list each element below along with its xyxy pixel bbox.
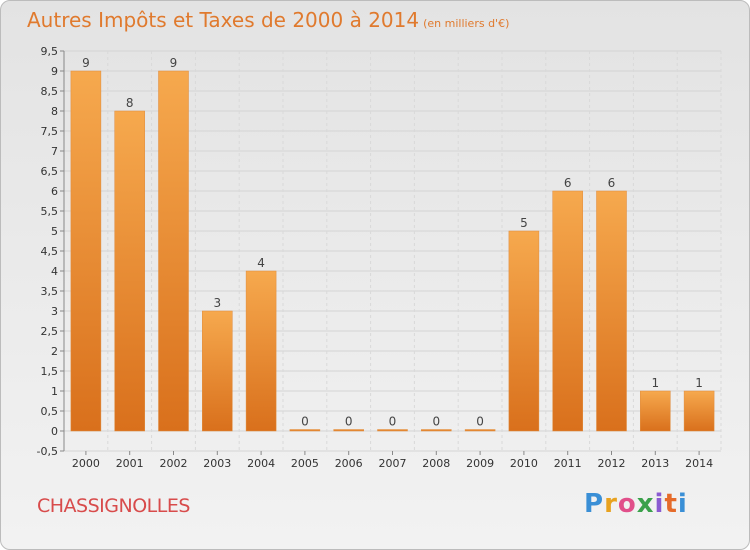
y-tick-label: -0,5 [37,445,58,458]
y-tick-label: 4,5 [41,245,59,258]
x-tick-label: 2001 [116,457,144,470]
proxiti-logo: Proxiti [584,489,688,519]
x-tick-label: 2010 [510,457,538,470]
bar [158,70,189,432]
bar-value-label: 0 [389,415,397,429]
y-tick-label: 2,5 [41,325,59,338]
bar [70,70,102,432]
y-tick-label: 8,5 [41,85,59,98]
y-tick-label: 1,5 [41,365,59,378]
x-tick-label: 2000 [72,457,100,470]
bar-value-label: 4 [257,256,265,270]
x-tick-label: 2008 [422,457,450,470]
bar [202,310,233,432]
y-tick-label: 7,5 [41,125,59,138]
x-tick-label: 2003 [203,457,231,470]
bar-value-label: 1 [651,376,659,390]
x-tick-label: 2012 [598,457,626,470]
commune-name: CHASSIGNOLLES [37,495,190,517]
x-tick-label: 2014 [685,457,713,470]
x-tick-label: 2002 [160,457,188,470]
logo-letter: o [617,489,637,519]
bar-value-label: 0 [345,415,353,429]
y-tick-label: 5 [51,225,58,238]
bar-value-label: 5 [520,216,528,230]
y-tick-label: 9,5 [41,45,59,58]
y-tick-label: 3 [51,305,58,318]
bar-value-label: 6 [564,176,572,190]
bar-value-label: 9 [170,56,178,70]
y-tick-label: 2 [51,345,58,358]
bar-value-label: 1 [695,376,703,390]
chart-title: Autres Impôts et Taxes de 2000 à 2014 (en… [27,8,509,32]
labels: -0,5 0 0,5 1 1,5 2 2,5 3 3,5 4 4,5 5 5,5 6 6,5 7 7,5 8 8,5… [37,45,714,470]
bar [596,190,627,432]
logo-letter: i [654,489,665,519]
y-tick-label: 6 [51,185,58,198]
bar-value-label: 8 [126,96,134,110]
x-tick-label: 2009 [466,457,494,470]
y-tick-label: 0 [51,425,58,438]
bar [245,270,277,432]
bar [464,429,496,432]
logo-letter: P [584,489,605,519]
y-tick-label: 7 [51,145,58,158]
bar [289,429,321,432]
bar [421,429,452,432]
bar [640,390,671,432]
x-tick-label: 2004 [247,457,275,470]
logo-letter: x [636,489,655,519]
bar [377,429,408,432]
logo-letter: t [664,489,678,519]
y-tick-label: 8 [51,105,58,118]
chart-title-text: Autres Impôts et Taxes de 2000 à 2014 [27,8,420,32]
x-tick-label: 2007 [379,457,407,470]
logo-letter: r [604,489,618,519]
chart-unit: (en milliers d'€) [423,17,510,30]
bar-value-label: 9 [82,56,90,70]
x-tick-label: 2011 [554,457,582,470]
bar [508,230,540,432]
bar-value-label: 3 [213,296,221,310]
bar [114,110,145,432]
bar [552,190,583,432]
y-tick-label: 1 [51,385,58,398]
y-tick-label: 0,5 [41,405,59,418]
bar-value-label: 6 [608,176,616,190]
bars [70,70,715,432]
bar-value-label: 0 [476,415,484,429]
logo-letter: i [677,489,688,519]
x-tick-label: 2006 [335,457,363,470]
y-tick-label: 6,5 [41,165,59,178]
y-tick-label: 4 [51,265,58,278]
x-tick-label: 2013 [641,457,669,470]
bar-value-label: 0 [432,415,440,429]
y-tick-label: 5,5 [41,205,59,218]
y-tick-label: 3,5 [41,285,59,298]
bar-value-label: 0 [301,415,309,429]
bar [683,390,715,432]
x-tick-label: 2005 [291,457,319,470]
bar [333,429,364,432]
y-tick-label: 9 [51,65,58,78]
axes [60,50,700,455]
